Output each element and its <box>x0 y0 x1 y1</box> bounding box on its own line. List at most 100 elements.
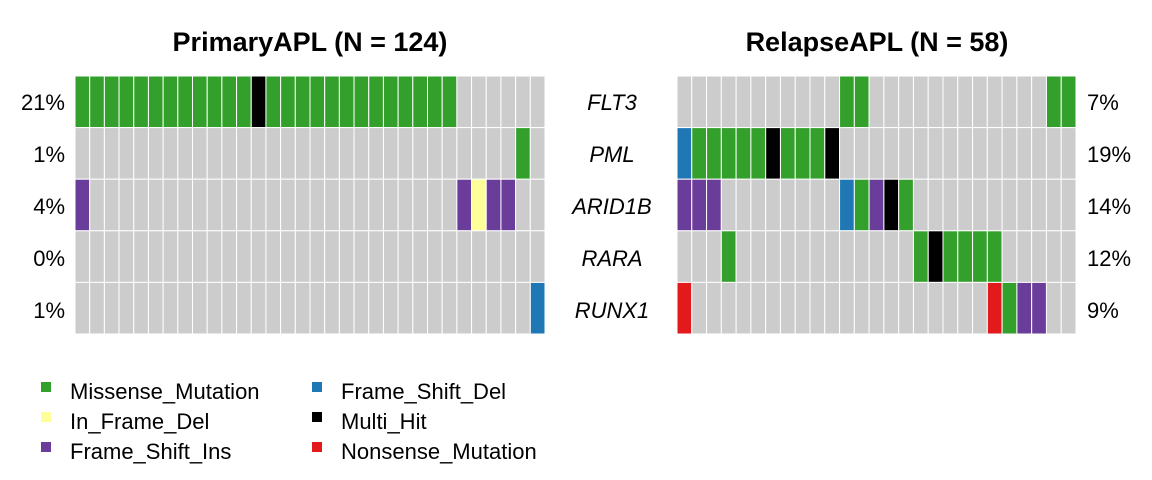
primary-cell-rara-9 <box>192 230 208 283</box>
primary-pct-pml: 1% <box>33 142 65 167</box>
relapse-cell-pml-21 <box>972 127 988 180</box>
primary-pct-rara: 0% <box>33 246 65 271</box>
relapse-mutation-grid <box>676 75 1077 335</box>
relapse-cell-pml-8 <box>779 127 796 180</box>
relapse-cell-arid1b-8 <box>779 178 796 232</box>
gene-label-arid1b: ARID1B <box>570 194 651 219</box>
primary-cell-rara-19 <box>338 230 355 283</box>
relapse-cell-runx1-15 <box>883 281 900 335</box>
relapse-cell-flt3-24 <box>1016 75 1033 129</box>
primary-cell-arid1b-30 <box>500 178 517 232</box>
primary-cell-runx1-9 <box>192 281 208 335</box>
relapse-pct-arid1b: 14% <box>1087 194 1131 219</box>
primary-cell-rara-20 <box>353 230 370 283</box>
relapse-cell-pml-11 <box>824 127 841 180</box>
primary-pct-flt3: 21% <box>21 90 65 115</box>
relapse-cell-runx1-16 <box>898 281 914 335</box>
primary-cell-rara-21 <box>368 230 384 283</box>
relapse-cell-pml-18 <box>927 127 944 180</box>
primary-cell-runx1-1 <box>74 281 91 335</box>
primary-cell-rara-32 <box>529 230 546 283</box>
primary-cell-rara-8 <box>177 230 193 283</box>
relapse-cell-arid1b-10 <box>809 178 826 232</box>
primary-cell-runx1-15 <box>280 281 296 335</box>
primary-cell-flt3-9 <box>192 75 208 129</box>
relapse-cell-pml-2 <box>691 127 708 180</box>
primary-cell-rara-26 <box>441 230 458 283</box>
primary-cell-pml-5 <box>133 127 149 180</box>
primary-cell-runx1-22 <box>382 281 399 335</box>
relapse-cell-runx1-13 <box>853 281 870 335</box>
relapse-cell-runx1-1 <box>676 281 693 335</box>
primary-cell-rara-15 <box>280 230 296 283</box>
relapse-cell-pml-14 <box>868 127 885 180</box>
primary-cell-pml-21 <box>368 127 384 180</box>
relapse-cell-flt3-2 <box>691 75 708 129</box>
relapse-cell-runx1-17 <box>912 281 929 335</box>
gene-label-flt3: FLT3 <box>587 90 637 115</box>
primary-cell-flt3-27 <box>456 75 473 129</box>
relapse-cell-flt3-5 <box>735 75 752 129</box>
gene-label-rara: RARA <box>581 246 642 271</box>
relapse-cell-pml-15 <box>883 127 900 180</box>
relapse-cell-flt3-6 <box>750 75 767 129</box>
primary-cell-rara-17 <box>309 230 326 283</box>
relapse-cell-runx1-7 <box>765 281 781 335</box>
relapse-cell-rara-2 <box>691 230 708 283</box>
relapse-cell-runx1-5 <box>735 281 752 335</box>
legend-swatch-in-frame-del <box>41 412 51 422</box>
primary-cell-flt3-1 <box>74 75 91 129</box>
primary-cell-pml-28 <box>471 127 487 180</box>
primary-cell-runx1-8 <box>177 281 193 335</box>
relapse-pct-flt3: 7% <box>1087 90 1119 115</box>
relapse-cell-flt3-7 <box>765 75 781 129</box>
primary-cell-rara-30 <box>500 230 517 283</box>
legend-label-frame-shift-ins: Frame_Shift_Ins <box>70 439 231 464</box>
relapse-cell-runx1-10 <box>809 281 826 335</box>
primary-cell-arid1b-15 <box>280 178 296 232</box>
relapse-cell-arid1b-1 <box>676 178 693 232</box>
primary-cell-flt3-25 <box>427 75 443 129</box>
legend-label-frame-shift-del: Frame_Shift_Del <box>341 379 506 404</box>
relapse-cell-flt3-25 <box>1031 75 1047 129</box>
relapse-cell-rara-8 <box>779 230 796 283</box>
primary-cell-runx1-7 <box>162 281 179 335</box>
primary-cell-arid1b-17 <box>309 178 326 232</box>
relapse-cell-arid1b-11 <box>824 178 841 232</box>
relapse-cell-rara-14 <box>868 230 885 283</box>
relapse-cell-flt3-13 <box>853 75 870 129</box>
primary-cell-pml-11 <box>221 127 238 180</box>
gene-label-pml: PML <box>589 142 634 167</box>
primary-cell-pml-27 <box>456 127 473 180</box>
primary-cell-arid1b-23 <box>397 178 414 232</box>
primary-cell-pml-12 <box>236 127 252 180</box>
relapse-cell-arid1b-17 <box>912 178 929 232</box>
primary-cell-runx1-20 <box>353 281 370 335</box>
relapse-cell-runx1-9 <box>794 281 811 335</box>
relapse-cell-runx1-27 <box>1060 281 1077 335</box>
relapse-cell-flt3-20 <box>957 75 974 129</box>
primary-cell-flt3-10 <box>206 75 223 129</box>
primary-cell-pml-8 <box>177 127 193 180</box>
primary-cell-rara-6 <box>147 230 164 283</box>
primary-cell-arid1b-22 <box>382 178 399 232</box>
primary-cell-flt3-16 <box>294 75 311 129</box>
relapse-cell-flt3-11 <box>824 75 841 129</box>
relapse-cell-arid1b-13 <box>853 178 870 232</box>
relapse-cell-rara-9 <box>794 230 811 283</box>
relapse-cell-pml-13 <box>853 127 870 180</box>
relapse-cell-runx1-26 <box>1045 281 1062 335</box>
primary-cell-arid1b-11 <box>221 178 238 232</box>
primary-cell-rara-7 <box>162 230 179 283</box>
primary-cell-flt3-18 <box>324 75 340 129</box>
primary-cell-pml-4 <box>118 127 135 180</box>
primary-cell-flt3-12 <box>236 75 252 129</box>
relapse-cell-pml-10 <box>809 127 826 180</box>
relapse-cell-pml-20 <box>957 127 974 180</box>
primary-cell-runx1-25 <box>427 281 443 335</box>
primary-cell-runx1-13 <box>250 281 267 335</box>
relapse-cell-pml-24 <box>1016 127 1033 180</box>
primary-cell-rara-16 <box>294 230 311 283</box>
primary-cell-flt3-7 <box>162 75 179 129</box>
